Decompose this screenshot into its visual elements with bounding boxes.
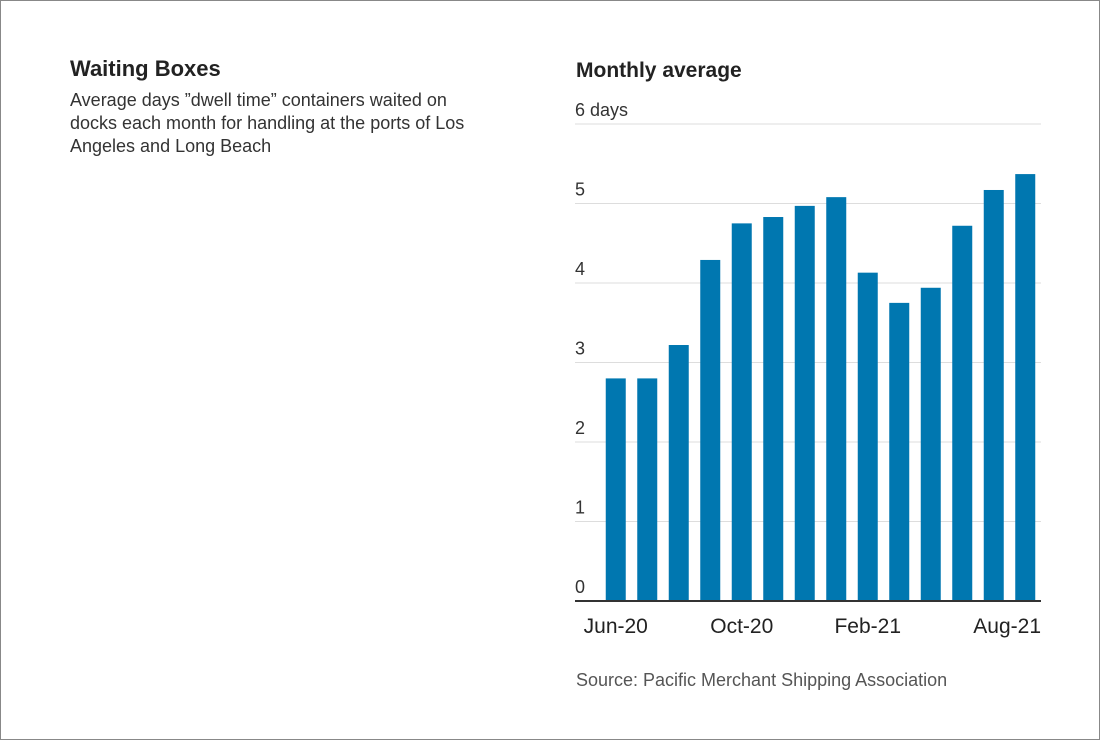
bar xyxy=(794,205,815,601)
y-tick-label: 4 xyxy=(575,259,585,279)
y-tick-label: 6 days xyxy=(575,100,628,120)
x-tick-label: Jun-20 xyxy=(584,615,648,638)
y-tick-label: 5 xyxy=(575,180,585,200)
bar xyxy=(952,225,973,601)
y-tick-label: 0 xyxy=(575,577,585,597)
bar xyxy=(763,217,784,601)
x-tick-label: Aug-21 xyxy=(973,615,1041,638)
title: Waiting Boxes xyxy=(70,56,221,81)
subtitle: Average days ”dwell time” containers wai… xyxy=(70,90,465,156)
y-tick-label: 2 xyxy=(575,418,585,438)
bar xyxy=(700,259,721,601)
bar xyxy=(889,302,910,601)
x-tick-label: Oct-20 xyxy=(710,615,773,638)
x-tick-label: Feb-21 xyxy=(834,615,901,638)
source: Source: Pacific Merchant Shipping Associ… xyxy=(576,670,948,690)
y-tick-label: 1 xyxy=(575,498,585,518)
bar xyxy=(637,378,658,601)
bar xyxy=(983,189,1004,602)
bar xyxy=(605,378,626,601)
chart-title: Monthly average xyxy=(576,59,742,82)
bar xyxy=(920,287,941,601)
bar xyxy=(731,223,752,601)
bar xyxy=(668,345,689,601)
bar xyxy=(857,272,878,601)
bar xyxy=(1015,174,1036,601)
y-tick-label: 3 xyxy=(575,339,585,359)
bar xyxy=(826,197,847,601)
